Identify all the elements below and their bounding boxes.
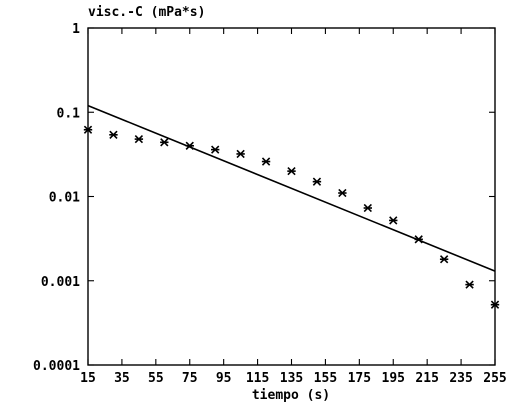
x-tick-label: 115 [246,371,269,386]
trend-line [87,104,496,272]
data-point [490,300,500,309]
data-point [389,216,398,225]
data-point [465,280,474,289]
data-point [261,157,271,166]
x-tick-label: 215 [415,371,438,386]
y-tick-label: 1 [72,22,80,37]
y-tick-label: 0.01 [49,191,80,206]
data-point [338,188,347,198]
fit-line-group [87,104,496,272]
data-point [363,203,373,213]
plot-frame [87,27,496,366]
data-point [134,134,144,144]
x-tick-label: 195 [382,371,405,386]
x-axis: 15 35 55 75 95 115 135 155 175 195 215 235 255 [80,28,507,386]
x-tick-label: 235 [449,371,472,386]
y-tick-label: 0.1 [57,106,81,121]
data-point [160,138,169,147]
data-point [210,145,220,154]
x-tick-label: 135 [280,371,303,386]
y-tick-label: 0.001 [41,275,80,290]
data-point [185,141,194,150]
data-point [287,166,296,176]
x-tick-label: 15 [80,371,96,386]
x-tick-label: 175 [348,371,371,386]
x-tick-label: 75 [182,371,198,386]
data-point [439,255,449,264]
x-tick-label: 35 [114,371,130,386]
x-axis-title: tiempo (s) [252,388,330,403]
x-tick-label: 255 [483,371,506,386]
y-tick-label: 0.0001 [33,359,80,374]
data-point [414,235,423,244]
y-axis: 1 0.1 0.01 0.001 0.0001 [33,22,495,374]
data-point [312,177,322,186]
y-axis-title: visc.-C (mPa*s) [88,5,205,20]
data-point [83,125,93,134]
data-point [109,130,118,139]
x-tick-label: 95 [216,371,232,386]
plot-area [87,27,496,366]
data-points [83,125,500,309]
data-point [236,149,245,159]
x-tick-label: 55 [148,371,164,386]
x-tick-label: 155 [314,371,337,386]
